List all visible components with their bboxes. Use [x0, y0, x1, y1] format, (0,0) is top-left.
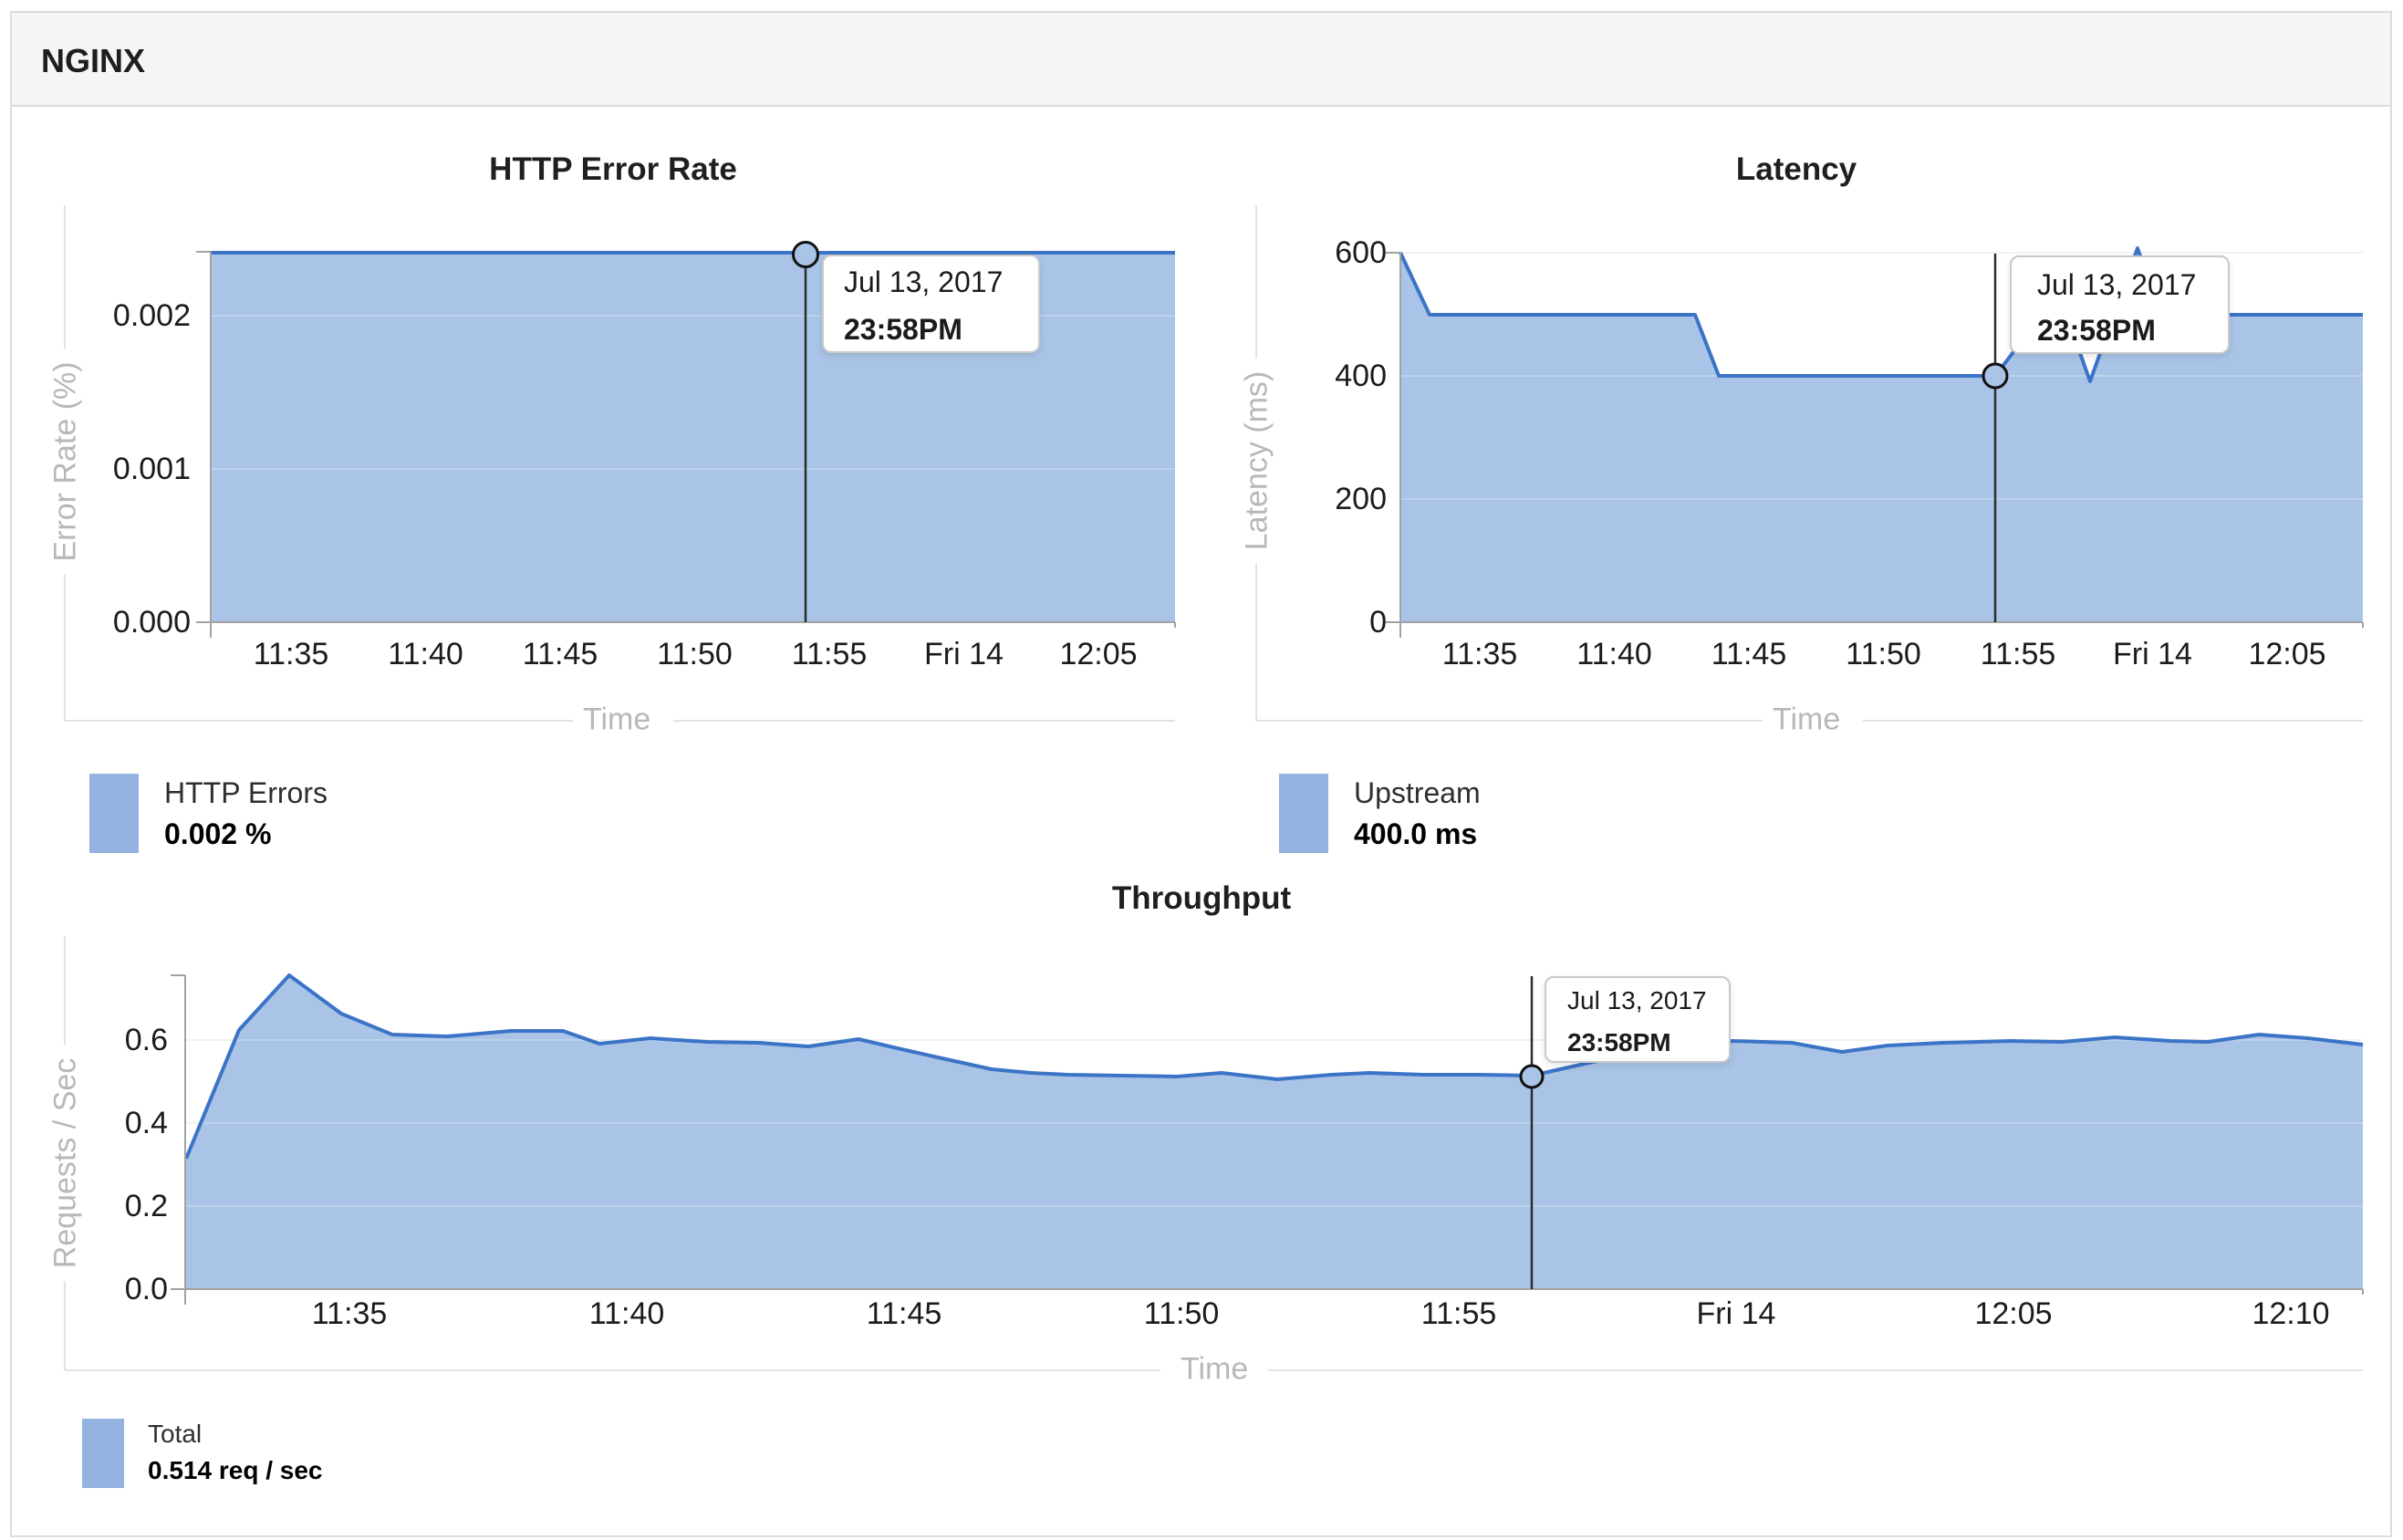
svg-text:11:50: 11:50 [657, 637, 733, 671]
svg-text:11:55: 11:55 [792, 637, 868, 671]
svg-text:11:45: 11:45 [523, 637, 598, 671]
svg-text:11:55: 11:55 [1421, 1296, 1497, 1331]
svg-text:11:35: 11:35 [254, 637, 329, 671]
svg-text:11:40: 11:40 [1576, 637, 1652, 671]
svg-text:0.0: 0.0 [125, 1272, 168, 1306]
svg-text:0.4: 0.4 [125, 1106, 168, 1140]
svg-text:0.002: 0.002 [113, 298, 191, 333]
svg-text:12:05: 12:05 [1059, 637, 1137, 671]
svg-text:0.2: 0.2 [125, 1189, 168, 1223]
svg-text:Fri 14: Fri 14 [1697, 1296, 1776, 1331]
svg-text:12:05: 12:05 [1974, 1296, 2052, 1331]
svg-text:Fri 14: Fri 14 [924, 637, 1004, 671]
svg-text:0.000: 0.000 [113, 605, 191, 640]
svg-text:11:45: 11:45 [867, 1296, 942, 1331]
svg-text:Fri 14: Fri 14 [2113, 637, 2192, 671]
svg-text:0.6: 0.6 [125, 1023, 168, 1057]
svg-text:0: 0 [1369, 605, 1387, 640]
svg-text:11:55: 11:55 [1981, 637, 2056, 671]
svg-text:12:10: 12:10 [2252, 1296, 2329, 1331]
svg-text:11:40: 11:40 [388, 637, 463, 671]
svg-text:11:50: 11:50 [1144, 1296, 1220, 1331]
svg-text:200: 200 [1335, 482, 1387, 516]
svg-text:0.001: 0.001 [113, 452, 191, 486]
svg-text:11:40: 11:40 [589, 1296, 665, 1331]
svg-text:600: 600 [1335, 235, 1387, 270]
svg-text:400: 400 [1335, 359, 1387, 393]
svg-text:11:45: 11:45 [1711, 637, 1787, 671]
svg-text:11:50: 11:50 [1846, 637, 1921, 671]
svg-text:12:05: 12:05 [2248, 637, 2325, 671]
svg-text:11:35: 11:35 [1442, 637, 1518, 671]
svg-text:11:35: 11:35 [312, 1296, 388, 1331]
